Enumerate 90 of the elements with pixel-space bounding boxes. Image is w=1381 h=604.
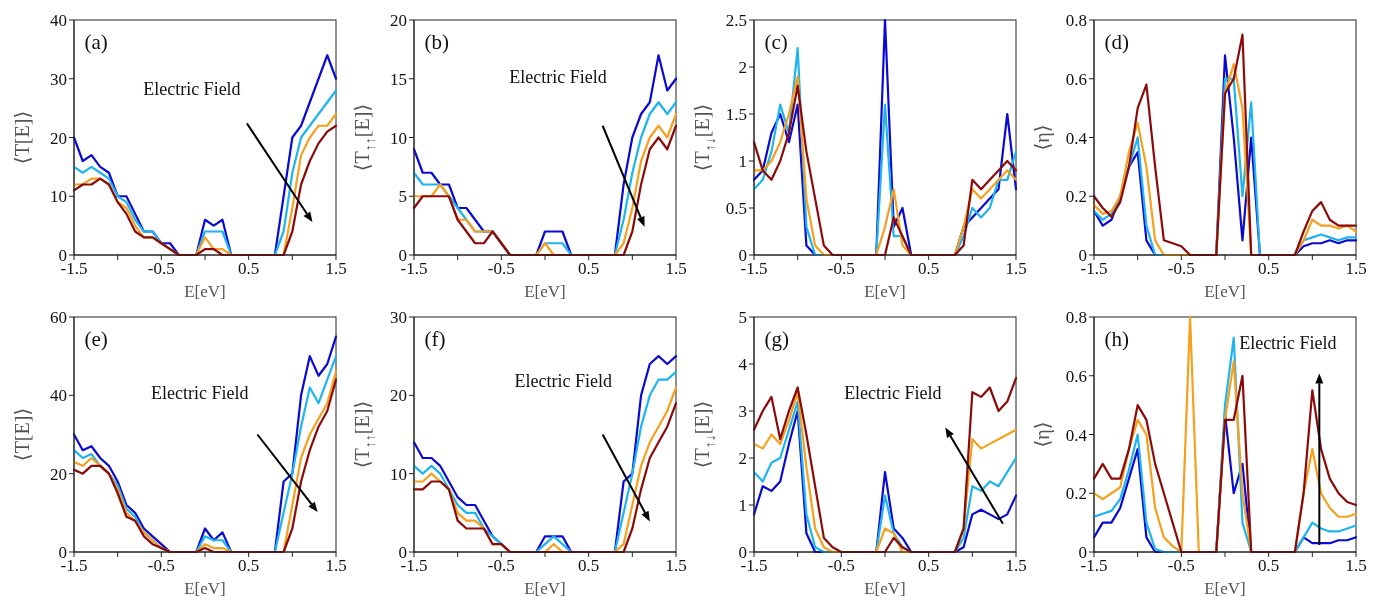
y-tick-label: 3: [738, 402, 747, 422]
x-tick-label: 1.5: [325, 556, 347, 576]
annotation: (b): [424, 29, 449, 54]
y-tick-label: 30: [390, 308, 407, 328]
x-axis-title: E[eV]: [864, 282, 906, 301]
y-tick-label: 2: [738, 58, 747, 78]
annotation: (d): [1104, 29, 1129, 54]
y-axis-title: ⟨η⟩: [1030, 124, 1054, 151]
y-axis-title: ⟨η⟩: [1030, 421, 1054, 448]
x-tick-label: 1.5: [1005, 259, 1027, 279]
y-tick-label: 20: [50, 464, 67, 484]
x-tick-label: -0.5: [827, 259, 855, 279]
x-tick-label: 1.5: [1345, 259, 1367, 279]
y-tick-label: 0.8: [1065, 308, 1087, 328]
annotation: (g): [764, 326, 789, 351]
y-tick-label: 0: [58, 246, 67, 266]
x-tick-label: -0.5: [147, 259, 175, 279]
x-tick-label: 0.5: [578, 259, 600, 279]
x-axis-title: E[eV]: [184, 579, 226, 598]
x-axis-title: E[eV]: [864, 579, 906, 598]
y-tick-label: 0.5: [725, 199, 747, 219]
x-axis-title: E[eV]: [524, 282, 566, 301]
y-tick-label: 15: [390, 69, 407, 89]
y-tick-label: 40: [50, 11, 67, 31]
x-tick-label: 0.5: [1258, 259, 1280, 279]
y-tick-label: 10: [390, 464, 407, 484]
x-tick-label: 0.5: [238, 259, 260, 279]
x-tick-label: 0.5: [578, 556, 600, 576]
y-tick-label: 60: [50, 308, 67, 328]
x-axis-title: E[eV]: [184, 282, 226, 301]
y-tick-label: 0.6: [1065, 69, 1087, 89]
annotation: Electric Field: [143, 78, 241, 99]
annotation: Electric Field: [514, 370, 613, 391]
annotation: Electric Field: [1239, 333, 1337, 354]
annotation: Electric Field: [844, 382, 942, 403]
y-tick-label: 20: [390, 11, 407, 31]
annotation: Electric Field: [151, 382, 249, 403]
y-tick-label: 1: [738, 152, 747, 172]
x-tick-label: 1.5: [325, 259, 347, 279]
x-axis-title: E[eV]: [524, 579, 566, 598]
x-tick-label: 0.5: [918, 556, 940, 576]
x-tick-label: -0.5: [147, 556, 175, 576]
y-tick-label: 0: [1078, 543, 1087, 563]
y-tick-label: 0: [738, 246, 747, 266]
y-tick-label: 0.4: [1065, 425, 1088, 445]
y-tick-label: 0: [398, 543, 407, 563]
y-tick-label: 2.5: [725, 11, 747, 31]
y-axis-title: ⟨T[E]⟩: [10, 407, 33, 462]
y-tick-label: 10: [50, 187, 67, 207]
y-tick-label: 1: [738, 496, 747, 516]
y-tick-label: 0: [1078, 246, 1087, 266]
x-tick-label: 1.5: [1005, 556, 1027, 576]
y-tick-label: 0.2: [1065, 187, 1087, 207]
x-tick-label: -0.5: [487, 259, 515, 279]
x-tick-label: -0.5: [1167, 556, 1195, 576]
y-tick-label: 5: [398, 187, 407, 207]
y-tick-label: 1.5: [725, 105, 747, 125]
x-tick-label: 0.5: [918, 259, 940, 279]
x-tick-label: 1.5: [665, 556, 687, 576]
x-tick-label: 0.5: [238, 556, 260, 576]
y-tick-label: 4: [738, 355, 748, 375]
y-tick-label: 0: [58, 543, 67, 563]
x-tick-label: -0.5: [487, 556, 515, 576]
annotation: Electric Field: [509, 66, 607, 87]
y-tick-label: 40: [50, 386, 67, 406]
annotation: (h): [1104, 326, 1129, 351]
x-axis-title: E[eV]: [1204, 579, 1246, 598]
y-tick-label: 0.8: [1065, 11, 1087, 31]
annotation: (a): [84, 29, 108, 54]
y-tick-label: 30: [50, 69, 67, 89]
y-tick-label: 0: [398, 246, 407, 266]
annotation: (e): [84, 326, 108, 351]
annotation: (f): [424, 326, 446, 351]
y-tick-label: 0.2: [1065, 484, 1087, 504]
annotation: (c): [764, 29, 788, 54]
y-tick-label: 0.6: [1065, 366, 1087, 386]
x-tick-label: 1.5: [1345, 556, 1367, 576]
y-tick-label: 2: [738, 449, 747, 469]
x-axis-title: E[eV]: [1204, 282, 1246, 301]
x-tick-label: 0.5: [1258, 556, 1280, 576]
y-tick-label: 20: [390, 386, 407, 406]
y-tick-label: 0.4: [1065, 128, 1088, 148]
y-axis-title: ⟨T[E]⟩: [10, 110, 33, 165]
x-tick-label: -0.5: [827, 556, 855, 576]
y-tick-label: 0: [738, 543, 747, 563]
y-tick-label: 5: [738, 308, 747, 328]
x-tick-label: 1.5: [665, 259, 687, 279]
y-tick-label: 10: [390, 128, 407, 148]
x-tick-label: -0.5: [1167, 259, 1195, 279]
y-tick-label: 20: [50, 128, 67, 148]
